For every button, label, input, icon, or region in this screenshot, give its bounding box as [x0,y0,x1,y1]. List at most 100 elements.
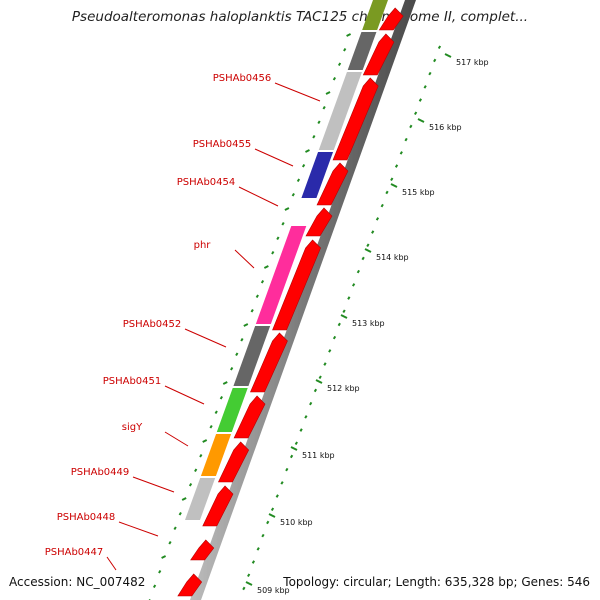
cds-arrow [272,239,321,331]
inner-ring-tick [366,243,370,248]
kbp-scale-labels: 517 kbp 516 kbp 515 kbp 514 kbp 513 kbp 512 k… [245,53,489,595]
inner-ring-tick [404,137,408,142]
cog-segment [318,72,362,150]
kbp-label: 512 kbp [327,384,360,393]
inner-ring-tick [285,467,289,472]
inner-ring-tick [256,547,260,551]
inner-ring-tick [270,507,275,512]
inner-ring-tick [261,533,265,538]
callout-line [106,556,117,571]
kbp-label: 514 kbp [376,253,409,262]
outer-ring-tick [219,395,223,400]
inner-ring-tick [385,190,389,195]
kbp-major-tick [417,118,425,123]
outer-ring-tick [243,323,249,327]
outer-ring-tick [317,120,321,125]
cog-color-band [185,0,388,520]
inner-ring-tick [309,401,313,406]
outer-ring-tick [271,250,275,255]
kbp-major-tick [340,314,348,319]
cog-segment [362,0,388,30]
outer-ring-tick [168,540,172,545]
outer-ring-tick [337,62,342,67]
outer-ring-tick [240,337,244,342]
kbp-label: 513 kbp [352,319,385,328]
inner-ring-tick [289,454,294,459]
outer-ring-tick [222,381,228,385]
cds-arrow [190,539,215,561]
inner-ring-tick [433,58,437,63]
inner-ring-tick [318,375,322,380]
cog-segment [301,152,334,198]
inner-ring-tick [337,322,341,327]
outer-ring-tick [158,569,162,574]
outer-ring-tick [332,76,337,81]
kbp-label: 509 kbp [257,586,290,595]
inner-ring-tick [242,586,246,591]
inner-ring-tick [342,309,346,314]
outer-ring-tick [181,497,187,501]
cds-arrow [233,395,266,439]
gene-label: PSHAb0456 [213,73,272,84]
inner-ring-tick [390,177,394,182]
callout-line [132,476,175,493]
outer-ring-tick [188,482,193,487]
inner-ring-tick [313,388,318,393]
inner-ring-tick [409,124,413,129]
outer-ring-tick [173,526,177,531]
cds-arrow [332,77,379,161]
outer-ring-tick [202,439,208,443]
outer-ring-tick [199,453,203,458]
cds-arrow [177,573,203,597]
outer-ring-tick [209,424,213,429]
cds-arrow [378,7,404,31]
outer-ring-tick [346,33,352,37]
kbp-major-tick [444,53,452,58]
outer-ring-tick [260,279,265,284]
kbp-label: 510 kbp [280,518,313,527]
callout-line [238,186,279,207]
cds-arrow [316,162,349,206]
kbp-major-tick [364,248,372,253]
outer-ring-tick [312,134,316,139]
accession-text: Accession: NC_007482 [9,575,146,589]
outer-ring-tick [296,178,301,183]
inner-ring-tick [247,573,251,578]
outer-ring-tick [291,192,295,197]
cog-segment [185,478,216,520]
cds-arrow [202,485,234,527]
outer-ring-tick [214,410,218,415]
cds-feature-ring [177,7,404,597]
outer-ring-tick [343,47,347,52]
outer-ring-tick [276,236,280,241]
kbp-major-tick [390,183,398,188]
inner-ring-tick [332,335,337,340]
inner-ring-tick [275,494,279,498]
outer-ring-tick [178,511,182,516]
outer-dotted-ring [148,33,352,600]
inner-ring-tick [356,269,360,274]
inner-ring-tick [294,441,298,446]
outer-ring-tick [281,221,285,226]
gene-label: PSHAb0452 [123,319,182,330]
outer-ring-tick [325,91,331,95]
inner-ring-tick [418,98,422,102]
kbp-major-tick [268,513,276,518]
gene-label-callouts: PSHAb0456 PSHAb0455 PSHAb0454 phr PSHAb0452 P… [45,73,321,571]
inner-ring-tick [394,164,399,168]
inner-ring-tick [304,415,308,419]
inner-dotted-ring [242,45,442,591]
gene-label: PSHAb0447 [45,547,104,558]
cog-segment [347,32,377,70]
cds-arrow [362,33,395,76]
inner-ring-tick [328,349,332,353]
inner-ring-tick [361,256,365,261]
inner-ring-tick [380,203,384,208]
gene-label: PSHAb0455 [193,139,252,150]
callout-line [234,249,255,269]
outer-ring-tick [250,308,254,313]
inner-ring-tick [351,283,356,287]
kbp-label: 515 kbp [402,188,435,197]
inner-ring-tick [399,151,403,155]
